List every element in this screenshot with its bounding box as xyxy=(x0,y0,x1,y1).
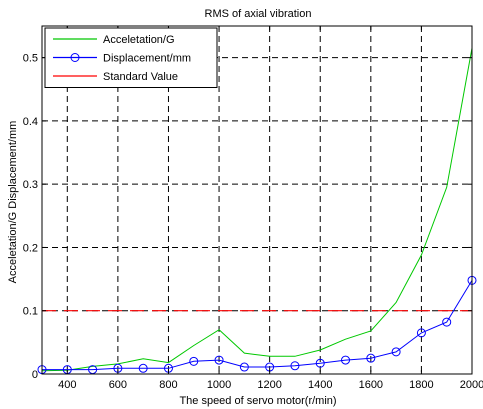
x-tick-label: 800 xyxy=(159,379,177,391)
series-1-point xyxy=(416,328,426,338)
x-tick-label: 2000 xyxy=(460,379,483,391)
series-1-point xyxy=(189,356,199,366)
series-1-point xyxy=(366,353,376,363)
y-tick-label: 0 xyxy=(32,369,38,381)
plot-frame xyxy=(41,25,473,375)
series-1-point xyxy=(442,317,452,327)
y-axis-label: Acceletation/G Displacement/mm xyxy=(7,121,19,284)
y-tick-label: 0.2 xyxy=(23,242,38,254)
x-tick-label: 400 xyxy=(58,379,76,391)
x-tick-label: 600 xyxy=(109,379,127,391)
x-axis-label: The speed of servo motor(r/min) xyxy=(179,395,336,407)
series-1-point xyxy=(214,355,224,365)
x-tick-label: 1800 xyxy=(409,379,433,391)
legend-label-2: Standard Value xyxy=(103,71,178,83)
x-tick-label: 1000 xyxy=(207,379,231,391)
x-tick-label: 1200 xyxy=(257,379,281,391)
tick-labels: 400 600 800 1000 1200 1400 1600 1800 2000 0 0.1 0.2… xyxy=(23,53,483,391)
series-1-point xyxy=(138,363,148,373)
y-tick-label: 0.5 xyxy=(23,53,38,65)
x-tick-label: 1600 xyxy=(359,379,383,391)
series-1-point xyxy=(315,358,325,368)
legend-marker-1 xyxy=(70,53,80,62)
legend-label-1: Displacement/mm xyxy=(103,53,191,65)
series-1-point xyxy=(341,355,351,365)
legend-label-0: Acceletation/G xyxy=(103,34,175,46)
y-tick-label: 0.3 xyxy=(23,179,38,191)
series-layer xyxy=(37,48,477,375)
chart-title: RMS of axial vibration xyxy=(205,8,312,20)
series-1-point xyxy=(391,347,401,357)
y-tick-label: 0.1 xyxy=(23,306,38,318)
series-line-0 xyxy=(41,48,473,372)
y-tick-label: 0.4 xyxy=(23,116,38,128)
x-tick-label: 1400 xyxy=(308,379,332,391)
series-1-point xyxy=(239,362,249,372)
series-1-point xyxy=(290,361,300,371)
legend: Acceletation/G Displacement/mm Standard Va… xyxy=(44,27,218,88)
